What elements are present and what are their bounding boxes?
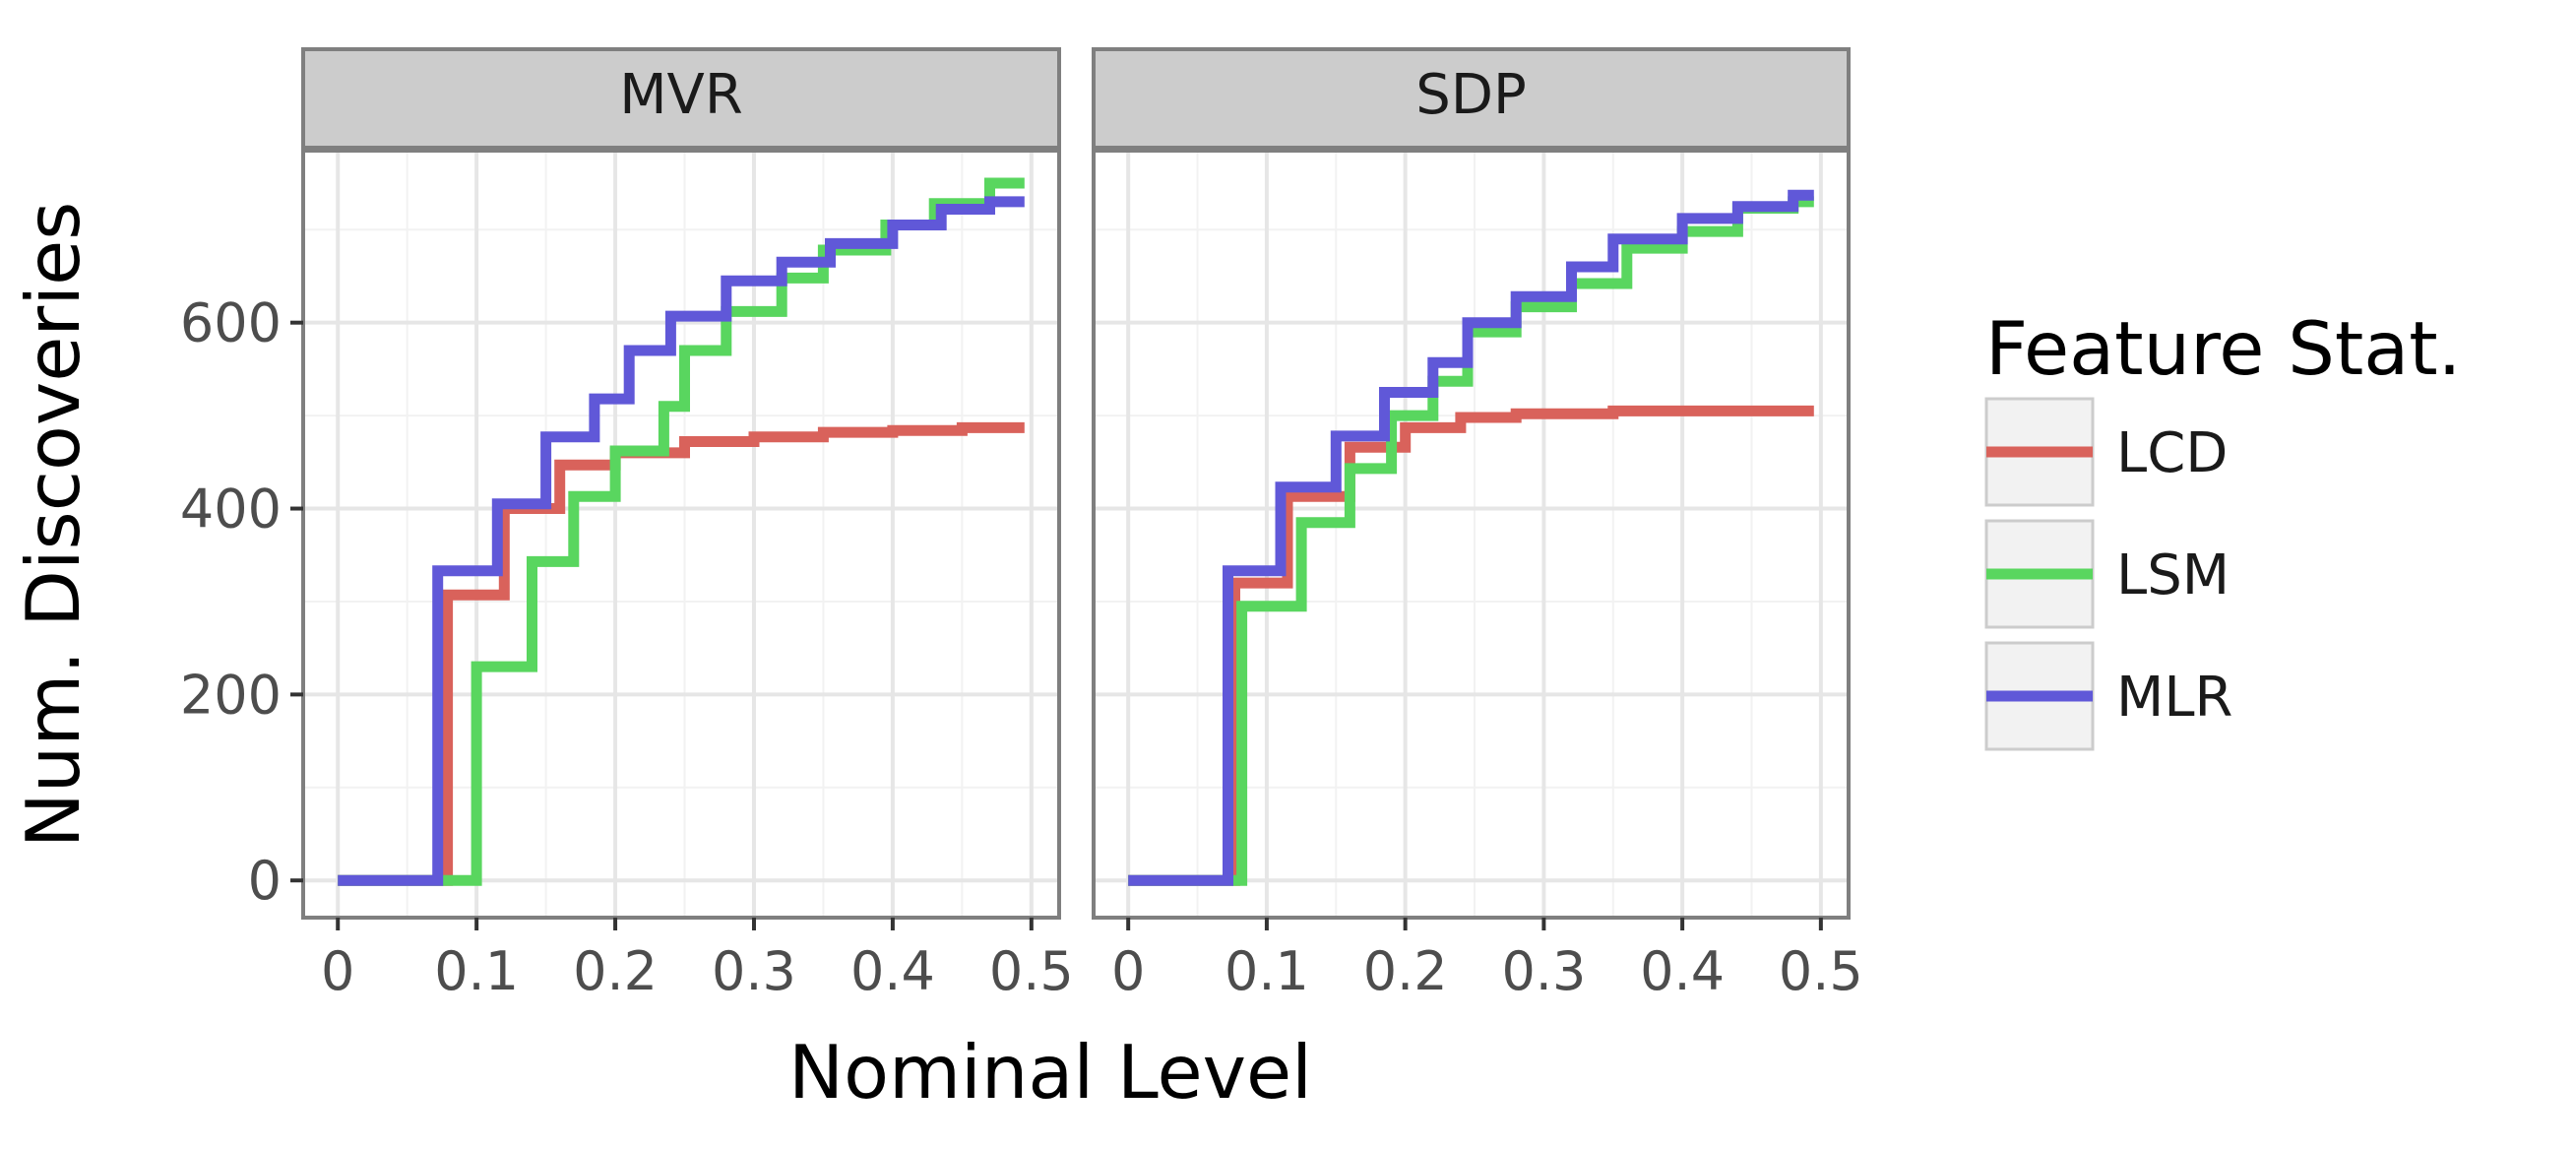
y-axis-title: Num. Discoveries	[10, 202, 96, 849]
legend-item-lcd: LCD	[1984, 397, 2228, 507]
facet-strip	[301, 47, 1061, 150]
x-tick-label: 0.4	[850, 940, 935, 1002]
series-line-lcd	[1128, 405, 1814, 886]
legend: Feature Stat. LCD LSM MLR	[1984, 305, 2461, 751]
panel-background	[1094, 151, 1849, 918]
series-line-mlr	[1128, 189, 1814, 886]
y-tick-label: 0	[248, 850, 282, 912]
panels: MVR 0 0.1 0.2 0.3 0.4 0.5 0 200 400 600 SDP 0 0.1 0.2 0…	[180, 47, 1863, 1002]
x-tick-label: 0.3	[712, 940, 796, 1002]
facet-strip-label: SDP	[1415, 63, 1526, 127]
x-tick-label: 0.2	[1363, 940, 1448, 1002]
x-tick-label: 0.4	[1640, 940, 1725, 1002]
series-line-lcd	[338, 421, 1025, 886]
panel-background	[303, 151, 1059, 918]
x-tick-label: 0.3	[1501, 940, 1586, 1002]
legend-items: LCD LSM MLR	[1984, 397, 2232, 751]
x-tick-label: 0.5	[989, 940, 1074, 1002]
legend-label: LSM	[2116, 543, 2230, 607]
x-axis-title: Nominal Level	[788, 1029, 1312, 1116]
legend-item-lsm: LSM	[1984, 519, 2230, 629]
panel-mvr: MVR 0 0.1 0.2 0.3 0.4 0.5 0 200 400 600	[180, 47, 1074, 1002]
legend-label: MLR	[2116, 666, 2232, 730]
x-tick-label: 0.1	[434, 940, 519, 1002]
facet-strip	[1092, 47, 1851, 150]
x-tick-label: 0.2	[573, 940, 658, 1002]
y-tick-label: 600	[180, 292, 282, 354]
facet-strip-label: MVR	[619, 63, 743, 127]
legend-item-mlr: MLR	[1984, 641, 2232, 751]
x-tick-label: 0	[321, 940, 354, 1002]
x-tick-label: 0.5	[1779, 940, 1863, 1002]
series-line-lsm	[1128, 196, 1814, 886]
y-tick-label: 200	[180, 664, 282, 726]
y-tick-label: 400	[180, 479, 282, 541]
panel-border	[1092, 149, 1851, 920]
legend-title: Feature Stat.	[1985, 305, 2461, 392]
panel-sdp: SDP 0 0.1 0.2 0.3 0.4 0.5	[1092, 47, 1863, 1002]
series-line-mlr	[338, 196, 1025, 886]
panel-border	[301, 149, 1061, 920]
x-tick-label: 0.1	[1225, 940, 1309, 1002]
x-tick-label: 0	[1111, 940, 1145, 1002]
legend-label: LCD	[2116, 421, 2228, 485]
